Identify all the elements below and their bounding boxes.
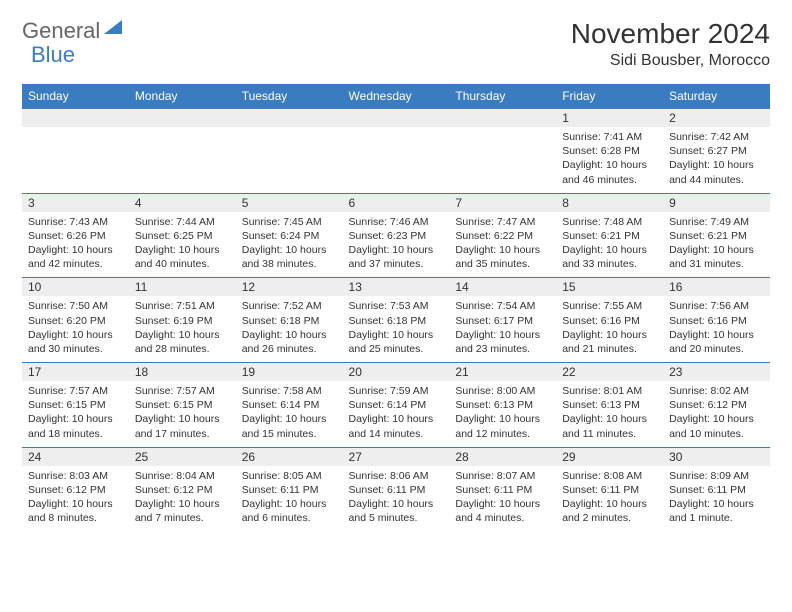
day-number-cell: 24 [22,447,129,466]
day-number-cell [236,109,343,128]
day-content-cell [449,127,556,193]
day-content-cell [22,127,129,193]
calendar-body: 12Sunrise: 7:41 AMSunset: 6:28 PMDayligh… [22,109,770,532]
day-content-cell: Sunrise: 7:54 AMSunset: 6:17 PMDaylight:… [449,296,556,362]
day-number-cell: 12 [236,278,343,297]
day-content-cell: Sunrise: 8:08 AMSunset: 6:11 PMDaylight:… [556,466,663,532]
daynum-row: 24252627282930 [22,447,770,466]
content-row: Sunrise: 7:41 AMSunset: 6:28 PMDaylight:… [22,127,770,193]
day-content-cell: Sunrise: 7:50 AMSunset: 6:20 PMDaylight:… [22,296,129,362]
day-number-cell [449,109,556,128]
day-number-cell: 30 [663,447,770,466]
day-number-cell [129,109,236,128]
calendar-table: SundayMondayTuesdayWednesdayThursdayFrid… [22,84,770,532]
day-content-cell: Sunrise: 8:02 AMSunset: 6:12 PMDaylight:… [663,381,770,447]
day-number-cell: 10 [22,278,129,297]
day-content-cell: Sunrise: 7:47 AMSunset: 6:22 PMDaylight:… [449,212,556,278]
day-number-cell: 29 [556,447,663,466]
day-number-cell: 18 [129,363,236,382]
day-number-cell [22,109,129,128]
day-number-cell: 13 [343,278,450,297]
day-number-cell: 23 [663,363,770,382]
day-content-cell: Sunrise: 8:00 AMSunset: 6:13 PMDaylight:… [449,381,556,447]
day-content-cell: Sunrise: 7:44 AMSunset: 6:25 PMDaylight:… [129,212,236,278]
daynum-row: 3456789 [22,193,770,212]
day-header: Thursday [449,84,556,109]
day-number-cell: 15 [556,278,663,297]
logo: General [22,18,124,44]
day-content-cell: Sunrise: 8:05 AMSunset: 6:11 PMDaylight:… [236,466,343,532]
day-content-cell: Sunrise: 7:41 AMSunset: 6:28 PMDaylight:… [556,127,663,193]
day-number-cell: 7 [449,193,556,212]
day-number-cell: 5 [236,193,343,212]
day-number-cell: 19 [236,363,343,382]
day-number-cell: 25 [129,447,236,466]
day-number-cell: 11 [129,278,236,297]
daynum-row: 10111213141516 [22,278,770,297]
day-number-cell [343,109,450,128]
logo-triangle-icon [104,20,122,34]
day-content-cell: Sunrise: 8:07 AMSunset: 6:11 PMDaylight:… [449,466,556,532]
day-content-cell: Sunrise: 7:55 AMSunset: 6:16 PMDaylight:… [556,296,663,362]
day-content-cell: Sunrise: 8:01 AMSunset: 6:13 PMDaylight:… [556,381,663,447]
day-content-cell [129,127,236,193]
content-row: Sunrise: 7:57 AMSunset: 6:15 PMDaylight:… [22,381,770,447]
location: Sidi Bousber, Morocco [571,52,770,70]
day-content-cell: Sunrise: 7:58 AMSunset: 6:14 PMDaylight:… [236,381,343,447]
day-number-cell: 1 [556,109,663,128]
header: General November 2024 Sidi Bousber, Moro… [22,18,770,70]
day-number-cell: 2 [663,109,770,128]
logo-text-blue: Blue [31,42,75,67]
day-content-cell: Sunrise: 7:53 AMSunset: 6:18 PMDaylight:… [343,296,450,362]
logo-text-general: General [22,18,100,44]
day-header: Sunday [22,84,129,109]
daynum-row: 12 [22,109,770,128]
calendar-header-row: SundayMondayTuesdayWednesdayThursdayFrid… [22,84,770,109]
day-content-cell: Sunrise: 7:57 AMSunset: 6:15 PMDaylight:… [22,381,129,447]
daynum-row: 17181920212223 [22,363,770,382]
day-content-cell: Sunrise: 7:56 AMSunset: 6:16 PMDaylight:… [663,296,770,362]
day-number-cell: 8 [556,193,663,212]
day-content-cell: Sunrise: 7:48 AMSunset: 6:21 PMDaylight:… [556,212,663,278]
day-content-cell: Sunrise: 7:59 AMSunset: 6:14 PMDaylight:… [343,381,450,447]
day-content-cell: Sunrise: 7:43 AMSunset: 6:26 PMDaylight:… [22,212,129,278]
day-content-cell [343,127,450,193]
day-content-cell: Sunrise: 7:51 AMSunset: 6:19 PMDaylight:… [129,296,236,362]
month-title: November 2024 [571,18,770,50]
day-content-cell: Sunrise: 8:09 AMSunset: 6:11 PMDaylight:… [663,466,770,532]
day-content-cell: Sunrise: 8:04 AMSunset: 6:12 PMDaylight:… [129,466,236,532]
day-header: Wednesday [343,84,450,109]
day-content-cell: Sunrise: 8:06 AMSunset: 6:11 PMDaylight:… [343,466,450,532]
day-number-cell: 20 [343,363,450,382]
day-content-cell: Sunrise: 7:49 AMSunset: 6:21 PMDaylight:… [663,212,770,278]
day-header: Monday [129,84,236,109]
day-content-cell: Sunrise: 7:42 AMSunset: 6:27 PMDaylight:… [663,127,770,193]
day-content-cell: Sunrise: 8:03 AMSunset: 6:12 PMDaylight:… [22,466,129,532]
logo-blue-row: Blue [31,42,75,68]
day-number-cell: 6 [343,193,450,212]
day-number-cell: 3 [22,193,129,212]
content-row: Sunrise: 7:43 AMSunset: 6:26 PMDaylight:… [22,212,770,278]
day-number-cell: 4 [129,193,236,212]
day-header: Tuesday [236,84,343,109]
day-number-cell: 26 [236,447,343,466]
day-number-cell: 17 [22,363,129,382]
content-row: Sunrise: 7:50 AMSunset: 6:20 PMDaylight:… [22,296,770,362]
day-content-cell: Sunrise: 7:57 AMSunset: 6:15 PMDaylight:… [129,381,236,447]
day-content-cell: Sunrise: 7:46 AMSunset: 6:23 PMDaylight:… [343,212,450,278]
day-number-cell: 27 [343,447,450,466]
title-block: November 2024 Sidi Bousber, Morocco [571,18,770,70]
day-content-cell: Sunrise: 7:45 AMSunset: 6:24 PMDaylight:… [236,212,343,278]
day-number-cell: 9 [663,193,770,212]
day-number-cell: 14 [449,278,556,297]
content-row: Sunrise: 8:03 AMSunset: 6:12 PMDaylight:… [22,466,770,532]
day-content-cell: Sunrise: 7:52 AMSunset: 6:18 PMDaylight:… [236,296,343,362]
day-number-cell: 22 [556,363,663,382]
day-number-cell: 16 [663,278,770,297]
day-header: Saturday [663,84,770,109]
day-number-cell: 21 [449,363,556,382]
day-number-cell: 28 [449,447,556,466]
day-content-cell [236,127,343,193]
day-header: Friday [556,84,663,109]
